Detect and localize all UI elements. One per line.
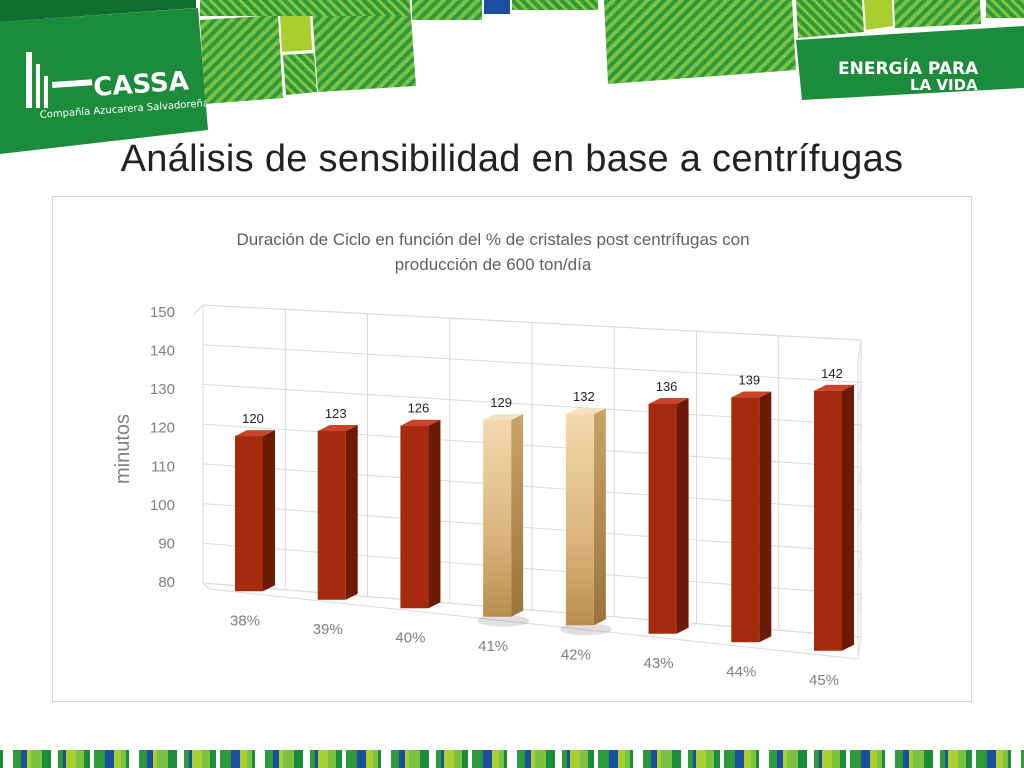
x-tick-label: 45% bbox=[809, 672, 839, 689]
y-tick-label: 110 bbox=[151, 458, 175, 475]
bars: 120 123 126 129 132 136 139 142 bbox=[235, 366, 854, 651]
header-banner: CASSA Compañía Azucarera Salvadoreña ENE… bbox=[0, 0, 1024, 154]
bar bbox=[814, 384, 854, 651]
logo-name: CASSA bbox=[92, 66, 189, 103]
chart-frame: Duración de Ciclo en función del % de cr… bbox=[52, 196, 972, 702]
bar bbox=[559, 408, 612, 636]
x-axis-ticks: 38% 39% 40% 41% 42% 43% 44% 45% bbox=[230, 612, 839, 689]
data-label: 126 bbox=[408, 401, 430, 416]
y-tick-label: 100 bbox=[150, 497, 175, 514]
bar bbox=[731, 391, 772, 643]
x-tick-label: 41% bbox=[478, 638, 508, 655]
y-tick-label: 130 bbox=[150, 381, 175, 398]
slogan-line1: ENERGÍA PARA bbox=[838, 57, 979, 79]
chart-title-line-2: producción de 600 ton/día bbox=[395, 255, 592, 274]
x-tick-label: 39% bbox=[313, 621, 343, 638]
decorative-tiles bbox=[200, 0, 1024, 104]
slogan-line2: LA VIDA bbox=[910, 76, 978, 94]
y-tick-label: 90 bbox=[158, 535, 175, 552]
data-label: 139 bbox=[738, 373, 760, 388]
bar bbox=[477, 414, 530, 627]
bar bbox=[235, 430, 275, 592]
y-tick-label: 140 bbox=[150, 343, 175, 360]
bar-chart: Duración de Ciclo en función del % de cr… bbox=[112, 230, 862, 689]
cassa-logo: CASSA Compañía Azucarera Salvadoreña bbox=[0, 0, 209, 154]
data-label: 123 bbox=[325, 406, 347, 421]
y-tick-label: 120 bbox=[150, 420, 175, 437]
bar bbox=[317, 425, 358, 600]
data-label: 129 bbox=[490, 395, 512, 410]
y-tick-label: 150 bbox=[150, 304, 175, 321]
slogan-logo: ENERGÍA PARA LA VIDA bbox=[796, 26, 1024, 100]
data-label: 120 bbox=[242, 411, 264, 426]
chart-title-line-1: Duración de Ciclo en función del % de cr… bbox=[236, 230, 749, 249]
x-tick-label: 42% bbox=[561, 646, 591, 663]
x-tick-label: 44% bbox=[726, 663, 756, 680]
y-tick-label: 80 bbox=[158, 574, 175, 591]
y-axis-label: minutos bbox=[112, 414, 134, 484]
x-tick-label: 40% bbox=[395, 629, 425, 646]
slide-title: Análisis de sensibilidad en base a centr… bbox=[120, 138, 904, 180]
data-label: 142 bbox=[821, 366, 843, 381]
x-tick-label: 43% bbox=[644, 655, 674, 672]
y-axis-ticks: 80 90 100 110 120 130 140 150 bbox=[150, 304, 175, 591]
bar bbox=[648, 398, 689, 634]
bar bbox=[400, 419, 441, 609]
footer-strip bbox=[0, 750, 1024, 768]
x-tick-label: 38% bbox=[230, 612, 260, 629]
data-label: 132 bbox=[573, 389, 595, 404]
data-label: 136 bbox=[656, 379, 678, 394]
